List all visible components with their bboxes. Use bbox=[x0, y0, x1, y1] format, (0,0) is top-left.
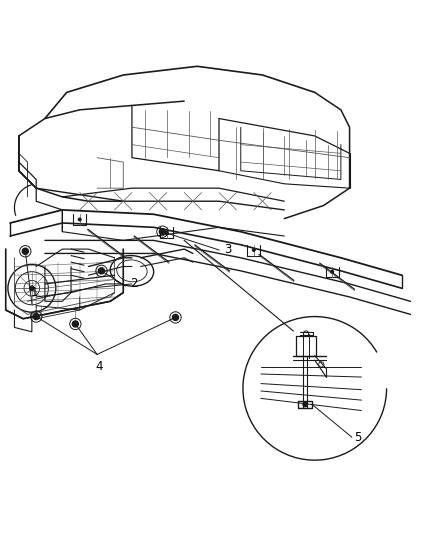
Circle shape bbox=[166, 231, 168, 234]
Circle shape bbox=[22, 248, 28, 254]
Circle shape bbox=[33, 313, 39, 320]
Text: 5: 5 bbox=[354, 431, 361, 443]
Circle shape bbox=[173, 314, 179, 320]
Circle shape bbox=[72, 321, 78, 327]
Text: 2: 2 bbox=[130, 277, 137, 290]
Circle shape bbox=[331, 270, 333, 273]
Circle shape bbox=[78, 218, 81, 221]
Circle shape bbox=[253, 249, 255, 251]
Text: 1: 1 bbox=[30, 286, 38, 299]
Circle shape bbox=[99, 268, 105, 274]
Text: 3: 3 bbox=[224, 244, 232, 256]
Circle shape bbox=[303, 402, 307, 407]
Text: 4: 4 bbox=[95, 360, 103, 373]
Circle shape bbox=[30, 286, 34, 290]
Circle shape bbox=[159, 229, 166, 235]
